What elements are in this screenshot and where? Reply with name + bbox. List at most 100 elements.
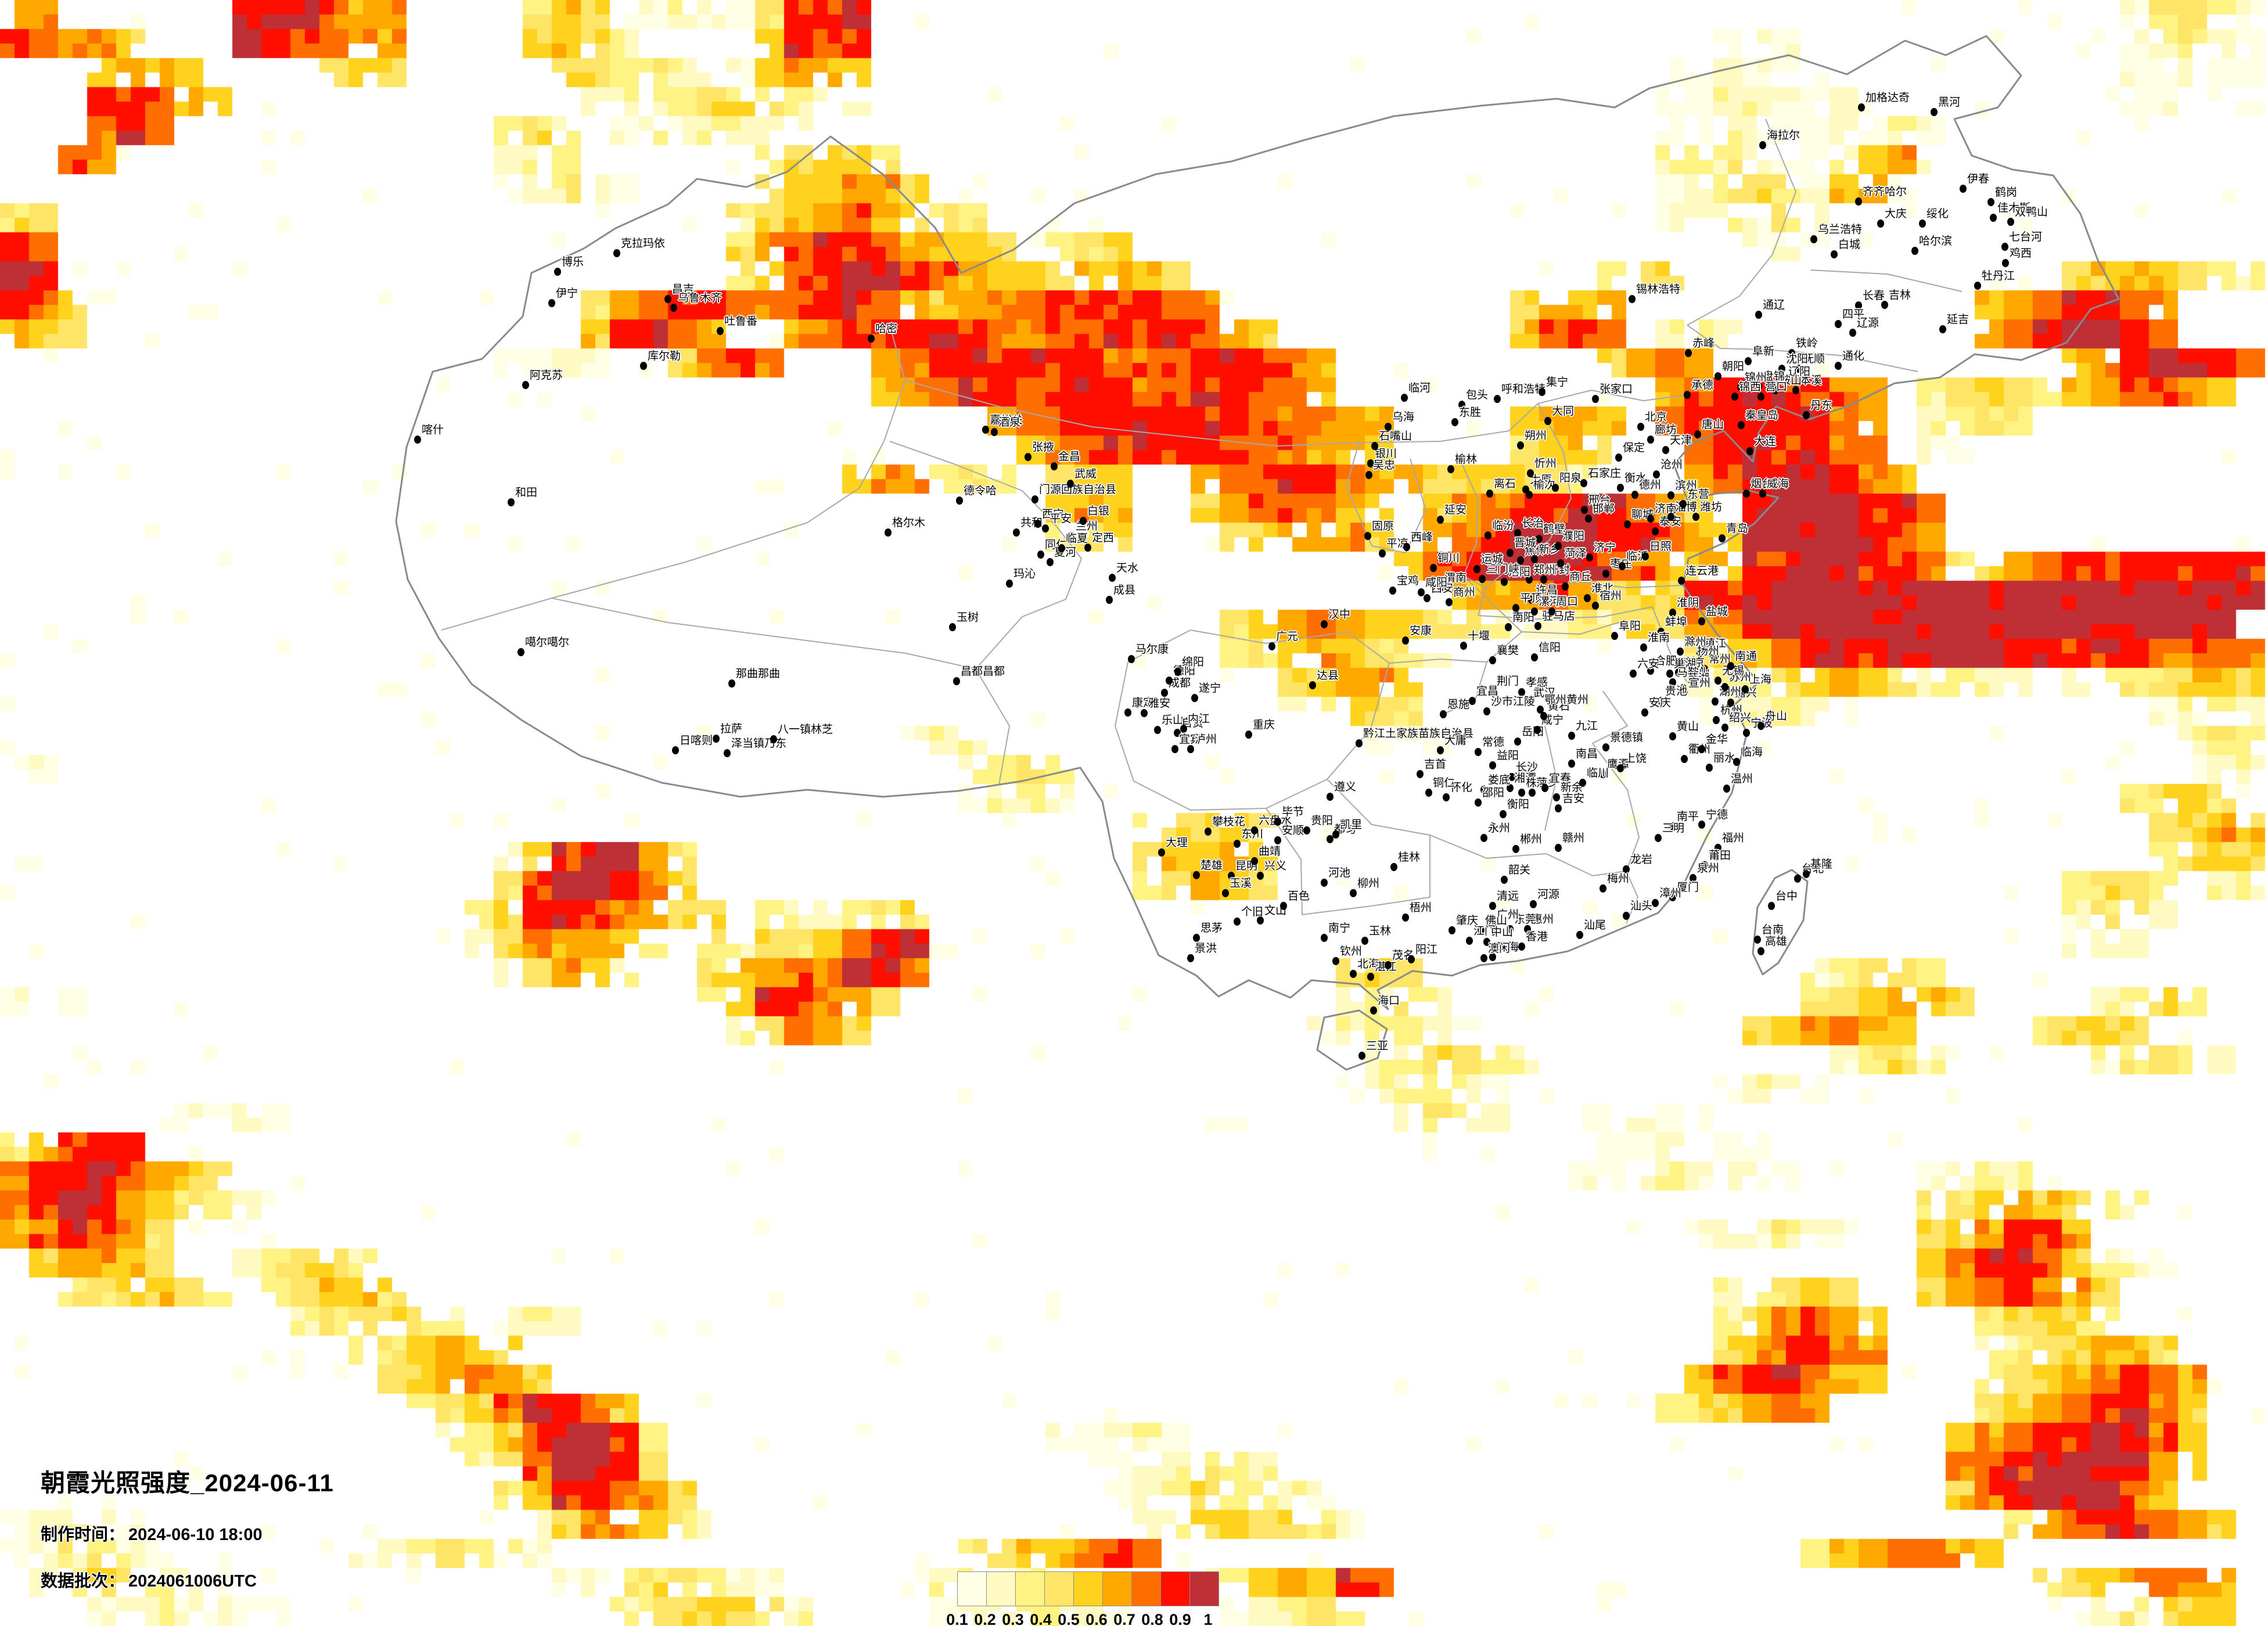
city-label: 九江 [1576,720,1598,732]
city-dot-icon [1531,555,1538,563]
city-label: 八一镇林芝 [778,724,833,736]
city-dot-icon [1658,697,1665,705]
city-dot-icon [1109,574,1116,582]
city-dot-icon [1553,793,1560,801]
city-label: 兰州 [1076,520,1098,533]
city-label: 鸡西 [2010,247,2032,260]
city-label: 海口 [1378,995,1400,1007]
city-dot-icon [1158,848,1165,857]
city-label: 六安 [1637,657,1660,670]
city-label: 衡水 [1624,472,1647,484]
city-dot-icon [1222,889,1229,897]
city-label: 娄底 [1488,774,1511,786]
city-label: 哈尔滨 [1919,235,1953,247]
city-dot-icon [1585,515,1592,523]
national-boundary [395,35,2120,1010]
city-label: 临夏 [1066,533,1088,545]
city-label: 辽阳 [1788,366,1811,378]
province-boundary [889,441,1082,670]
city-label: 定西 [1092,531,1115,544]
city-label: 安康 [1410,625,1432,637]
city-label: 都匀 [1334,823,1357,836]
city-dot-icon [1580,479,1587,487]
city-dot-icon [1855,301,1862,310]
city-label: 通化 [1842,350,1865,362]
city-dot-icon [1557,559,1564,567]
city-dot-icon [1541,784,1548,792]
city-label: 淮阴 [1677,596,1699,609]
city-label: 梧州 [1410,902,1432,914]
city-dot-icon [1128,655,1135,663]
city-dot-icon [1667,491,1674,499]
city-dot-icon [1507,549,1514,557]
city-dot-icon [1713,716,1720,724]
city-label: 菏泽 [1565,548,1587,560]
city-label: 离石 [1494,478,1516,490]
city-dot-icon [1727,662,1734,670]
province-boundary [1266,808,1430,915]
production-time-value: 2024-06-10 18:00 [128,1526,263,1544]
city-dot-icon [1623,865,1630,873]
city-dot-icon [1385,423,1392,431]
city-dot-icon [1835,362,1842,370]
city-dot-icon [1629,295,1636,303]
city-dot-icon [1251,826,1258,834]
city-label: 金昌 [1058,451,1081,463]
city-label: 雅安 [1148,697,1171,710]
city-label: 凯里 [1340,819,1363,831]
city-dot-icon [1489,953,1496,961]
province-boundary [441,325,905,631]
city-dot-icon [1480,954,1487,962]
city-dot-icon [1810,235,1817,243]
city-label: 莆田 [1709,850,1731,862]
city-dot-icon [1501,876,1508,884]
city-label: 桂林 [1398,851,1421,864]
city-dot-icon [1721,683,1728,691]
city-dot-icon [1356,739,1363,747]
legend-swatch [986,1571,1016,1606]
city-dot-icon [1568,760,1575,768]
city-label: 澳门 [1488,942,1511,955]
city-dot-icon [1508,773,1515,781]
city-label: 湘潭 [1514,772,1537,785]
city-dot-icon [508,498,515,506]
city-dot-icon [1474,748,1482,756]
city-dot-icon [1637,423,1644,431]
city-dot-icon [1025,453,1031,461]
city-label: 天津 [1670,434,1692,447]
city-label: 延安 [1444,504,1467,516]
city-label: 十堰 [1468,630,1490,642]
city-dot-icon [1489,902,1496,910]
city-dot-icon [1794,875,1801,883]
city-dot-icon [1437,584,1444,592]
city-label: 内江 [1188,713,1210,725]
city-dot-icon [1479,575,1486,583]
city-label: 台南 [1762,924,1784,936]
city-label: 韶关 [1508,864,1531,876]
city-dot-icon [1611,632,1618,640]
city-label: 周口 [1556,596,1579,608]
city-label: 鹤岗 [1995,186,2018,199]
city-label: 邯郸 [1593,503,1615,515]
city-label: 淮南 [1648,632,1670,644]
city-dot-icon [723,749,731,757]
city-dot-icon [1234,840,1241,848]
city-dot-icon [1675,668,1682,677]
city-dot-icon [1731,393,1738,401]
city-dot-icon [1531,653,1538,661]
city-label: 营口 [1765,381,1788,393]
city-label: 佳木斯 [1997,202,2031,214]
city-dot-icon [1193,871,1200,879]
city-label: 东胜 [1459,406,1482,419]
city-dot-icon [1658,628,1665,636]
city-dot-icon [1692,513,1699,521]
city-label: 思茅 [1201,922,1223,934]
city-label: 宜昌 [1476,685,1498,697]
city-dot-icon [1555,804,1562,812]
city-dot-icon [1424,594,1430,602]
city-label: 上海 [1749,674,1772,686]
city-label: 喀什 [422,424,444,436]
city-dot-icon [1803,870,1810,878]
city-dot-icon [2007,218,2014,226]
